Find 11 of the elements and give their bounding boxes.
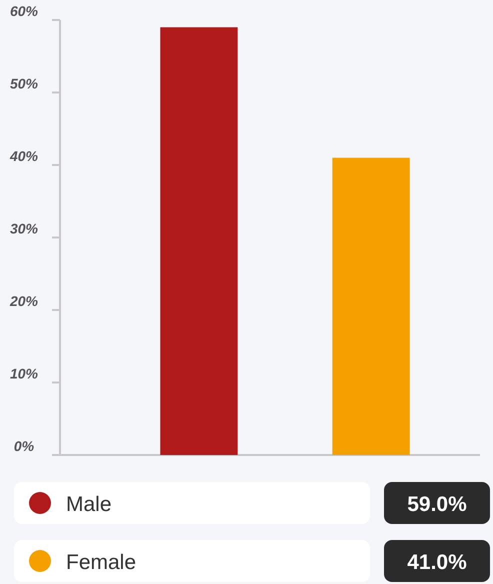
y-tick-label: 40% [8,148,39,164]
legend-label: Female [66,551,136,574]
text: 41.0% [407,551,468,574]
legend-label: Male [66,493,112,516]
y-tick-label: 10% [10,366,39,382]
y-tick-label: 0% [14,438,35,454]
y-tick-label: 60% [10,3,39,19]
text: 59.0% [407,493,468,516]
y-tick-label: 50% [10,76,39,92]
y-tick-label: 30% [10,220,39,236]
y-tick-label: 20% [8,293,39,309]
